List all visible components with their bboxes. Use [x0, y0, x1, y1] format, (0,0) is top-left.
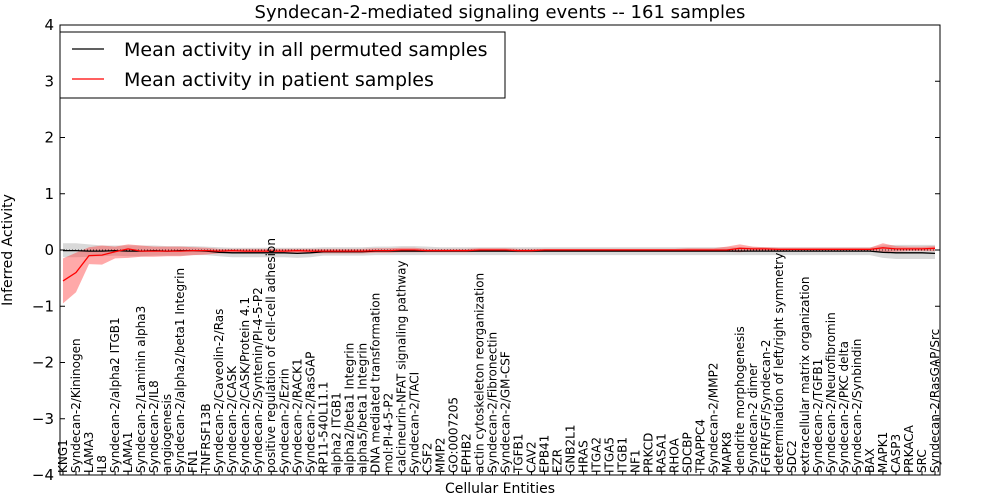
x-category-label: DNA mediated transformation — [368, 293, 382, 473]
legend: Mean activity in all permuted samples Me… — [59, 31, 506, 99]
y-axis: −4 −3 −2 −1 0 1 2 3 4 — [32, 16, 940, 484]
x-category-label: Syndecan-2/Ezrin — [277, 368, 291, 473]
plot-frame — [59, 24, 941, 476]
x-category-label: Syndecan-2/Kininogen — [69, 338, 83, 473]
x-category-label: EZR — [551, 449, 565, 473]
x-category-label: TRAPPC4 — [694, 419, 708, 474]
x-category-label: angiogenesis — [160, 394, 174, 473]
x-category-label: Syndecan-2/Caveolin-2/Ras — [212, 309, 226, 473]
x-category-label: Syndecan-2/PKC delta — [837, 341, 851, 473]
x-category-label: BAX — [863, 448, 877, 473]
x-category-label: calcineurin-NFAT signaling pathway — [394, 260, 408, 473]
x-category-label: MAPK8 — [720, 432, 734, 473]
x-category-label: actin cytoskeleton reorganization — [472, 273, 486, 473]
y-tick-label: −1 — [32, 297, 54, 315]
x-category-label: RASA1 — [655, 433, 669, 473]
x-category-label: TNFRSF13B — [199, 403, 213, 474]
x-category-label: NF1 — [629, 449, 643, 473]
x-category-label: FN1 — [186, 449, 200, 473]
x-category-label: Syndecan-2/Laminin alpha3 — [134, 306, 148, 473]
x-category-label: ITGB1 — [616, 437, 630, 473]
y-tick-label: 2 — [44, 129, 54, 147]
patient-mean-line — [62, 247, 936, 282]
y-tick-label: −4 — [32, 466, 54, 484]
x-category-label: Syndecan-2/IL8 — [147, 380, 161, 473]
x-category-label: Syndecan-2/RasGAP/Src — [928, 329, 942, 473]
x-category-label: Syndecan-2/MMP2 — [707, 363, 721, 473]
x-category-label: EPB41 — [538, 435, 552, 473]
x-category-label: determination of left/right symmetry — [772, 253, 786, 473]
x-category-label: Syndecan-2/TGFB1 — [811, 359, 825, 473]
x-category-label: alpha5/beta1 Integrin — [355, 343, 369, 473]
x-category-label: dendrite morphogenesis — [733, 326, 747, 473]
y-tick-label: 4 — [44, 16, 54, 34]
legend-permuted-label: Mean activity in all permuted samples — [124, 39, 487, 61]
x-category-label: Syndecan-2/Neurofibromin — [824, 312, 838, 473]
x-category-label: ITGA2 — [590, 437, 604, 473]
y-axis-label: Inferred Activity — [0, 194, 16, 306]
x-axis-label: Cellular Entities — [445, 481, 555, 497]
x-category-label: EPHB2 — [459, 433, 473, 473]
x-category-label: Syndecan-2/RasGAP — [303, 352, 317, 473]
x-category-label: CAV2 — [525, 441, 539, 473]
x-category-label: LAMA3 — [82, 432, 96, 473]
x-category-label: KNG1 — [56, 439, 70, 473]
y-tick-label: 3 — [44, 72, 54, 90]
x-category-label: CASP3 — [889, 434, 903, 473]
x-category-label: mol:PI-4-5-P2 — [381, 393, 395, 473]
x-category-label: Syndecan-2/Syntenin/PI-4-5-P2 — [251, 287, 265, 473]
x-category-label: RP11-540L11.1 — [316, 382, 330, 473]
x-category-label: HRAS — [577, 440, 591, 473]
x-category-label: IL8 — [95, 455, 109, 473]
x-category-label: Syndecan-2/Fibronectin — [485, 332, 499, 473]
x-category-label: RHOA — [668, 437, 682, 473]
legend-box — [59, 31, 506, 99]
x-axis-categories: KNG1 Syndecan-2/Kininogen LAMA3 IL8 Syndecan… — [56, 238, 942, 475]
x-category-label: alpha2/beta1 Integrin — [342, 343, 356, 473]
x-category-label: Syndecan-2/CASK/Protein 4.1 — [238, 297, 252, 473]
x-category-label: Syndecan-2/CASK — [225, 365, 239, 473]
x-category-label: FGFR/FGF/Syndecan-2 — [759, 340, 773, 473]
x-category-label: MAPK1 — [876, 432, 890, 473]
x-category-label: Syndecan-2/Synbindin — [850, 339, 864, 473]
legend-patient-label: Mean activity in patient samples — [124, 69, 434, 91]
x-category-label: Syndecan-2 dimer — [746, 363, 760, 473]
x-category-label: PRKCD — [642, 433, 656, 473]
y-tick-label: −2 — [32, 354, 54, 372]
x-category-label: Syndecan-2/RACK1 — [290, 358, 304, 473]
x-category-label: GO:0007205 — [446, 397, 460, 473]
x-category-label: Syndecan-2/alpha2 ITGB1 — [108, 317, 122, 473]
x-category-label: CSF2 — [420, 442, 434, 473]
y-tick-label: −3 — [32, 410, 54, 428]
chart-title: Syndecan-2-mediated signaling events -- … — [255, 2, 746, 23]
x-category-label: extracellular matrix organization — [798, 277, 812, 474]
x-category-label: TGFB1 — [512, 434, 526, 474]
x-category-label: alpha2 ITGB1 — [329, 392, 343, 473]
plot-area — [60, 243, 940, 304]
y-tick-label: 1 — [44, 185, 54, 203]
x-category-label: ITGA5 — [603, 437, 617, 473]
x-category-label: Syndecan-2/TACI — [407, 372, 421, 473]
x-category-label: LAMA1 — [121, 432, 135, 473]
x-category-label: Syndecan-2/GM-CSF — [499, 351, 513, 473]
x-category-label: positive regulation of cell-cell adhesio… — [264, 238, 278, 473]
x-category-label: Syndecan-2/alpha2/beta1 Integrin — [173, 268, 187, 473]
x-category-label: SDC2 — [785, 440, 799, 473]
y-tick-label: 0 — [44, 241, 54, 259]
x-category-label: PRKACA — [902, 424, 916, 473]
x-category-label: MMP2 — [433, 437, 447, 473]
x-category-label: SRC — [915, 449, 929, 473]
x-category-label: GNB2L1 — [564, 425, 578, 473]
x-category-label: SDCBP — [681, 432, 695, 473]
